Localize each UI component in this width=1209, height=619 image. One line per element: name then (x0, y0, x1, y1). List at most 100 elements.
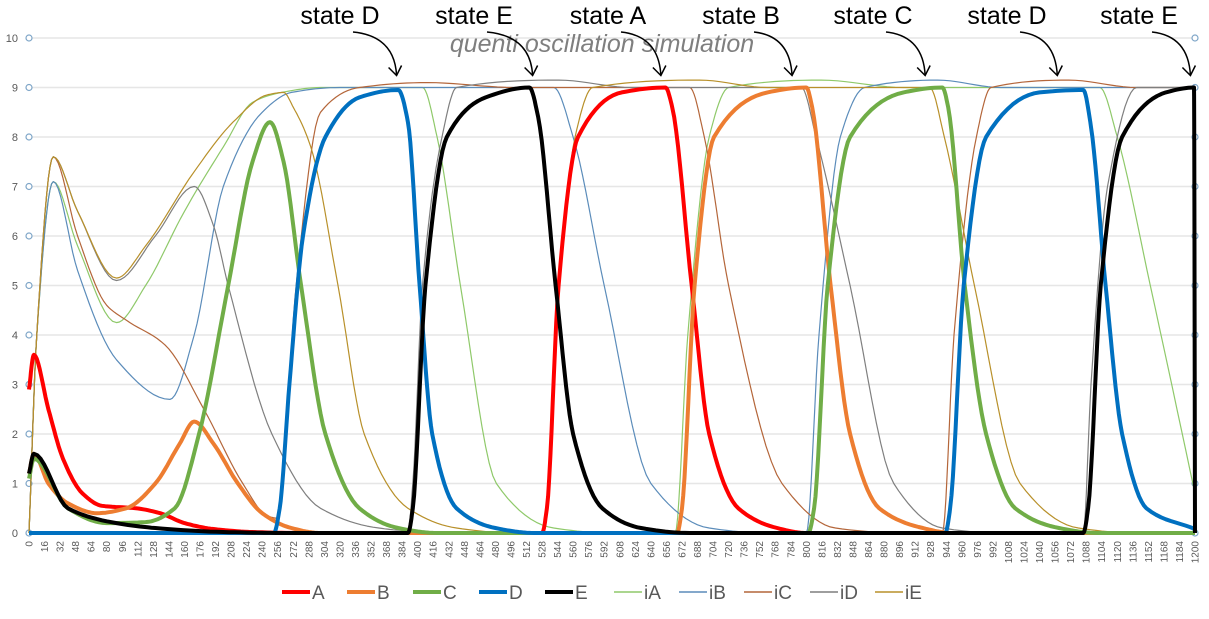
legend-label: A (312, 583, 325, 604)
x-tick-label: 1056 (1051, 541, 1062, 564)
x-tick-label: 1152 (1144, 541, 1155, 563)
state-annotations: state D state E state A state B state C state… (300, 2, 1197, 77)
series-line-C (27, 85, 1195, 535)
y-tick-label: 10 (6, 33, 18, 45)
state-label: state B (702, 2, 780, 30)
legend-item-C: C (413, 583, 457, 604)
series-line-D (29, 88, 1196, 535)
x-tick-label: 1040 (1035, 541, 1046, 564)
x-tick-label: 576 (584, 541, 595, 558)
y-tick-label: 6 (12, 231, 18, 243)
x-tick-label: 544 (553, 541, 564, 558)
state-label: state C (833, 2, 912, 30)
legend-label: D (509, 583, 523, 604)
x-tick-label: 304 (320, 541, 331, 558)
state-label: state E (1100, 2, 1178, 30)
arrow-icon (1019, 31, 1059, 76)
x-tick-label: 560 (569, 541, 580, 558)
x-tick-label: 64 (87, 541, 98, 553)
x-tick-label: 976 (973, 541, 984, 558)
x-tick-label: 336 (351, 541, 362, 558)
x-tick-label: 1088 (1082, 541, 1093, 564)
x-tick-label: 368 (382, 541, 393, 558)
y-tick-label: 7 (12, 182, 18, 194)
y-axis-marker (25, 34, 33, 42)
x-tick-label: 640 (646, 541, 657, 558)
arrowhead-icon (916, 65, 931, 77)
x-tick-label: 848 (848, 541, 859, 558)
x-tick-label: 448 (460, 541, 471, 558)
y-axis-marker (25, 430, 33, 438)
x-tick-label: 992 (988, 541, 999, 558)
state-label: state E (435, 2, 513, 30)
x-tick-label: 144 (164, 541, 175, 558)
x-tick-label: 1008 (1004, 541, 1015, 564)
x-tick-label: 112 (133, 541, 144, 557)
x-tick-label: 464 (475, 541, 486, 558)
arrowhead-icon (388, 65, 403, 77)
series-line-iE (28, 79, 1195, 534)
x-tick-label: 656 (662, 541, 673, 558)
y-axis-marker (25, 83, 33, 92)
y-axis-marker-right (1191, 34, 1199, 42)
x-tick-label: 192 (211, 541, 222, 558)
y-axis-ticks: 0 1 2 3 4 5 6 7 8 9 10 (6, 33, 1199, 540)
x-tick-label: 256 (273, 541, 284, 558)
x-tick-label: 320 (335, 541, 346, 558)
x-tick-label: 160 (180, 541, 191, 558)
x-tick-label: 1104 (1097, 541, 1108, 563)
state-label: state A (570, 2, 647, 30)
series-line-iC (28, 79, 1195, 534)
arrow-icon (620, 31, 662, 76)
x-tick-label: 928 (926, 541, 937, 558)
y-axis-marker (25, 331, 33, 339)
legend-item-B: B (347, 583, 390, 604)
x-tick-label: 1120 (1113, 541, 1124, 563)
series-line-iB (28, 79, 1195, 534)
x-axis-ticks: 0 16 32 48 64 80 96 112 128 144 160 176 192 208 224 240… (25, 541, 1202, 564)
arrowhead-icon (524, 65, 539, 77)
x-tick-label: 176 (196, 541, 207, 558)
legend-label: E (575, 583, 588, 604)
state-label: state D (967, 2, 1046, 30)
arrow-icon (1151, 31, 1192, 76)
x-tick-label: 736 (740, 541, 751, 558)
series-line-iA (28, 79, 1196, 534)
y-tick-label: 2 (12, 429, 18, 441)
x-tick-label: 816 (817, 541, 828, 558)
y-axis-marker (25, 232, 33, 240)
legend-item-E: E (545, 583, 588, 604)
x-tick-label: 688 (693, 541, 704, 558)
x-tick-label: 944 (942, 541, 953, 558)
x-tick-label: 784 (786, 541, 797, 558)
x-tick-label: 32 (56, 541, 67, 553)
y-tick-label: 3 (12, 380, 18, 392)
x-tick-label: 512 (522, 541, 533, 558)
arrow-icon (753, 31, 793, 76)
series-line-E (27, 85, 1197, 535)
y-tick-label: 8 (12, 132, 18, 144)
y-axis-marker (25, 281, 33, 290)
arrowhead-icon (1048, 65, 1063, 77)
x-tick-label: 1072 (1066, 541, 1077, 564)
x-tick-label: 288 (304, 541, 315, 558)
x-tick-label: 832 (833, 541, 844, 558)
y-tick-label: 9 (12, 83, 18, 95)
y-axis-marker (25, 133, 33, 141)
x-tick-label: 1136 (1128, 541, 1139, 563)
x-tick-label: 128 (149, 541, 160, 558)
x-tick-label: 96 (118, 541, 129, 553)
x-tick-label: 1168 (1159, 541, 1170, 563)
x-tick-label: 912 (911, 541, 922, 558)
series-line-A (27, 85, 1195, 535)
x-tick-label: 704 (709, 541, 720, 558)
x-tick-label: 80 (102, 541, 113, 553)
x-tick-label: 1200 (1191, 541, 1202, 564)
series-line-B (27, 85, 1195, 535)
x-tick-label: 432 (444, 541, 455, 558)
x-tick-label: 608 (615, 541, 626, 558)
x-tick-label: 416 (429, 541, 440, 558)
x-tick-label: 592 (600, 541, 611, 558)
legend-label: iC (774, 583, 792, 604)
